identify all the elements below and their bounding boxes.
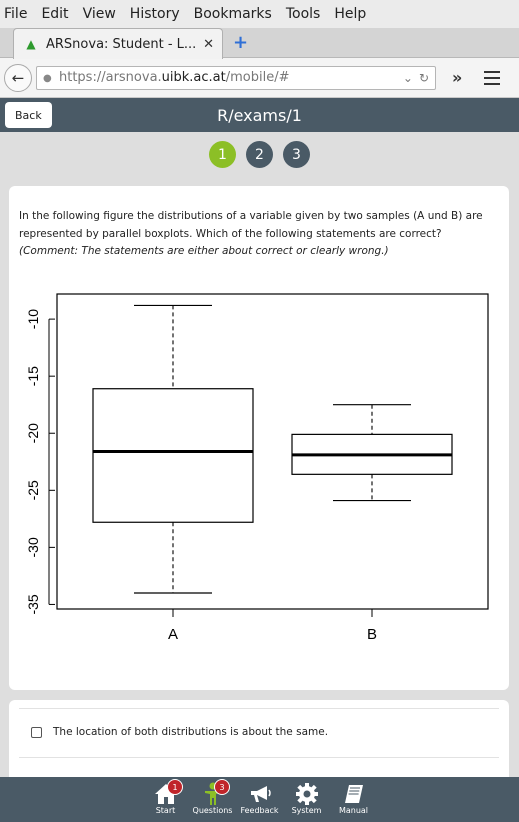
divider	[19, 708, 499, 709]
menu-edit[interactable]: Edit	[41, 6, 69, 22]
footer-start[interactable]: Start 1	[142, 777, 189, 822]
lock-icon: ●	[43, 72, 52, 84]
plot-frame	[56, 293, 489, 610]
y-axis: -10 -15 -20 -25 -30 -35	[25, 309, 55, 615]
footer-label: Questions	[192, 806, 233, 815]
box-A	[92, 304, 254, 594]
question-card: In the following figure the distribution…	[9, 186, 509, 690]
gear-icon	[295, 782, 319, 806]
footer-feedback[interactable]: Feedback	[236, 777, 283, 822]
answer-option-1[interactable]: The location of both distributions is ab…	[31, 726, 328, 738]
navigation-bar: ← ● https://arsnova.uibk.ac.at/mobile/# …	[0, 58, 519, 98]
footer-manual[interactable]: Manual	[330, 777, 377, 822]
hamburger-menu-icon[interactable]	[484, 70, 501, 85]
divider	[19, 757, 499, 758]
bottom-toolbar: Start 1 Questions 3 Feedback System Manu…	[0, 777, 519, 822]
page-title: R/exams/1	[217, 105, 302, 125]
overflow-chevron-icon[interactable]: »	[452, 68, 463, 87]
arrow-left-icon: ←	[11, 68, 25, 87]
browser-tab[interactable]: ▲ ARSnova: Student - L... ✕	[13, 28, 223, 59]
question-text: In the following figure the distribution…	[19, 210, 483, 257]
menu-bookmarks[interactable]: Bookmarks	[193, 6, 272, 22]
tab-title: ARSnova: Student - L...	[46, 36, 197, 52]
back-button[interactable]: Back	[5, 102, 52, 128]
x-tick-label: A	[168, 626, 178, 643]
iqr-box	[92, 388, 254, 523]
x-tick-label: B	[367, 626, 377, 643]
footer-label: Start	[155, 806, 176, 815]
dropdown-arrow-icon[interactable]: ⌄	[402, 70, 413, 85]
footer-system[interactable]: System	[283, 777, 330, 822]
tab-strip: ▲ ARSnova: Student - L... ✕ +	[0, 28, 519, 59]
y-tick-label: -10	[25, 309, 41, 329]
box-B	[291, 404, 453, 502]
url-bar[interactable]: ● https://arsnova.uibk.ac.at/mobile/# ⌄ …	[36, 65, 436, 90]
boxes	[92, 304, 453, 594]
menu-history[interactable]: History	[129, 6, 180, 22]
browser-back-button[interactable]: ←	[4, 63, 32, 92]
url-text: https://arsnova.uibk.ac.at/mobile/#	[59, 70, 290, 85]
browser-menubar: File Edit View History Bookmarks Tools H…	[0, 0, 519, 28]
step-1[interactable]: 1	[209, 141, 236, 168]
reload-icon[interactable]: ↻	[418, 70, 429, 85]
y-tick-label: -20	[25, 423, 41, 443]
y-tick-label: -25	[25, 480, 41, 500]
book-icon	[342, 782, 366, 806]
arsnova-favicon-icon: ▲	[26, 37, 36, 51]
menu-view[interactable]: View	[82, 6, 116, 22]
answer-label: The location of both distributions is ab…	[53, 726, 329, 738]
y-tick-label: -30	[25, 537, 41, 557]
step-3[interactable]: 3	[283, 141, 310, 168]
start-badge: 1	[167, 779, 183, 795]
footer-label: Feedback	[240, 806, 279, 815]
menu-tools[interactable]: Tools	[285, 6, 321, 22]
y-tick-label: -35	[25, 594, 41, 614]
footer-questions[interactable]: Questions 3	[189, 777, 236, 822]
step-2[interactable]: 2	[246, 141, 273, 168]
new-tab-icon[interactable]: +	[233, 32, 249, 53]
menu-help[interactable]: Help	[334, 6, 367, 22]
answer-checkbox[interactable]	[31, 726, 42, 738]
app-header: Back R/exams/1	[0, 98, 519, 132]
footer-label: System	[291, 806, 322, 815]
y-tick-label: -15	[25, 366, 41, 386]
menu-file[interactable]: File	[4, 6, 28, 22]
close-tab-icon[interactable]: ✕	[203, 36, 214, 52]
question-pager: 1 2 3	[0, 141, 519, 168]
questions-badge: 3	[214, 779, 230, 795]
answer-options: The location of both distributions is ab…	[9, 700, 509, 790]
question-comment: (Comment: The statements are either abou…	[19, 245, 389, 257]
footer-label: Manual	[338, 806, 369, 815]
megaphone-icon	[248, 782, 272, 806]
